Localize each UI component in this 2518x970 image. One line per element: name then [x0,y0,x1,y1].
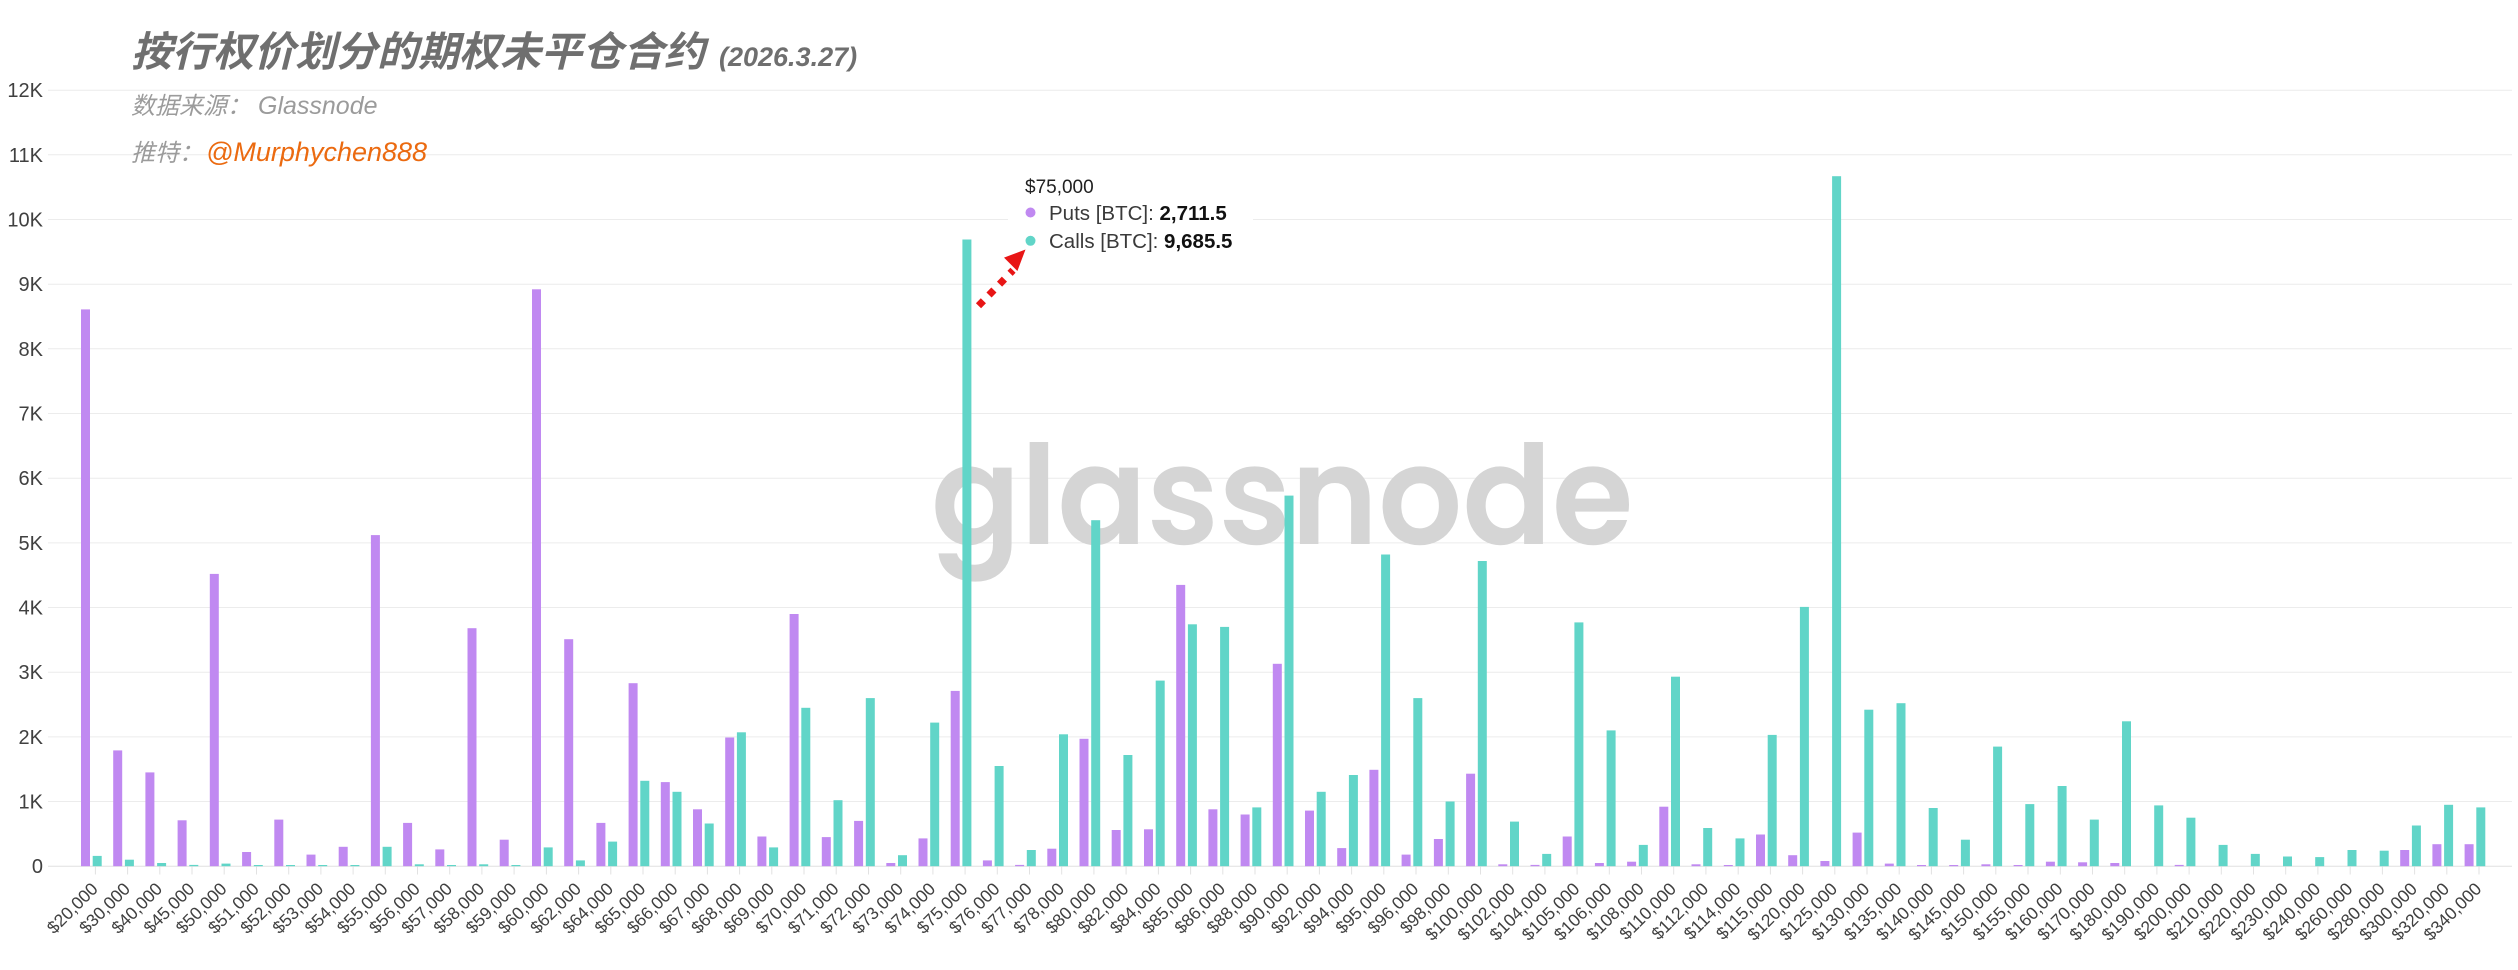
svg-text:10K: 10K [7,210,43,232]
svg-text:3K: 3K [19,662,44,684]
svg-text:7K: 7K [19,404,44,426]
svg-text:(2026.3.27): (2026.3.27) [719,42,857,72]
svg-text:@Murphychen888: @Murphychen888 [206,137,427,167]
svg-text:1K: 1K [19,792,44,814]
svg-text:5K: 5K [19,533,44,555]
svg-text:6K: 6K [19,468,44,490]
svg-text:4K: 4K [19,598,44,620]
svg-text:Puts [BTC]: 2,711.5: Puts [BTC]: 2,711.5 [1049,202,1227,225]
svg-text:8K: 8K [19,339,44,361]
svg-text:12K: 12K [7,80,43,102]
svg-text:11K: 11K [9,145,44,167]
svg-text:9K: 9K [19,274,44,296]
svg-text:Calls [BTC]: 9,685.5: Calls [BTC]: 9,685.5 [1049,230,1232,253]
svg-text:2K: 2K [19,727,44,749]
svg-text:Glassnode: Glassnode [258,92,378,120]
svg-text:$75,000: $75,000 [1025,177,1094,198]
svg-text:0: 0 [32,856,43,878]
